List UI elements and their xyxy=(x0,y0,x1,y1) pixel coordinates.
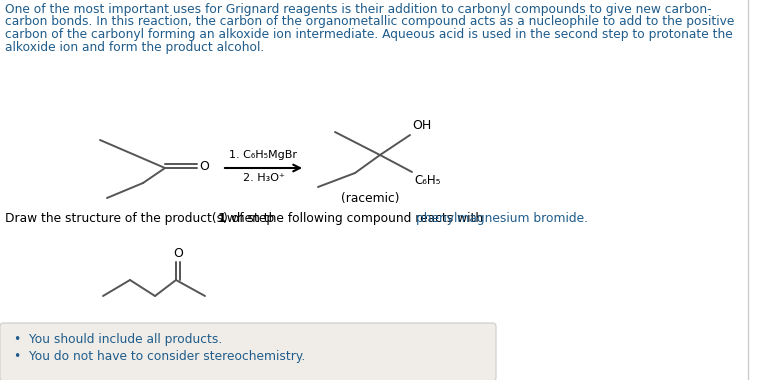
Text: when the following compound reacts with: when the following compound reacts with xyxy=(223,212,487,225)
Text: One of the most important uses for Grignard reagents is their addition to carbon: One of the most important uses for Grign… xyxy=(5,3,711,16)
Text: OH: OH xyxy=(412,119,431,132)
Text: (racemic): (racemic) xyxy=(340,192,399,205)
Text: carbon bonds. In this reaction, the carbon of the organometallic compound acts a: carbon bonds. In this reaction, the carb… xyxy=(5,16,734,28)
Text: O: O xyxy=(173,247,183,260)
Text: O: O xyxy=(199,160,209,173)
Text: 1. C₆H₅MgBr: 1. C₆H₅MgBr xyxy=(230,150,298,160)
FancyBboxPatch shape xyxy=(0,323,496,380)
Text: 1: 1 xyxy=(217,212,226,225)
Text: C₆H₅: C₆H₅ xyxy=(414,174,441,187)
Text: phenylmagnesium bromide.: phenylmagnesium bromide. xyxy=(416,212,588,225)
Text: carbon of the carbonyl forming an alkoxide ion intermediate. Aqueous acid is use: carbon of the carbonyl forming an alkoxi… xyxy=(5,28,733,41)
Text: •  You do not have to consider stereochemistry.: • You do not have to consider stereochem… xyxy=(14,350,305,363)
Text: Draw the structure of the product(s) of step: Draw the structure of the product(s) of … xyxy=(5,212,278,225)
Text: 2. H₃O⁺: 2. H₃O⁺ xyxy=(243,173,285,183)
Text: alkoxide ion and form the product alcohol.: alkoxide ion and form the product alcoho… xyxy=(5,41,264,54)
Text: •  You should include all products.: • You should include all products. xyxy=(14,333,223,346)
